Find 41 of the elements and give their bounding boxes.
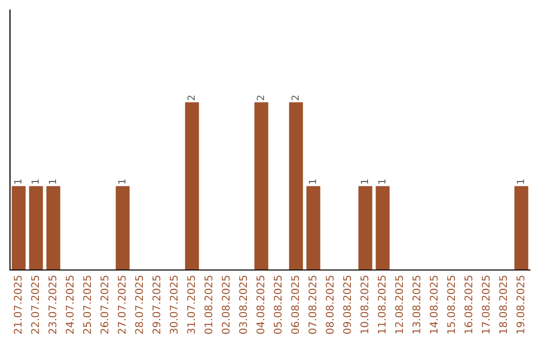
data-label: 2 xyxy=(256,96,264,100)
data-label: 2 xyxy=(187,96,195,100)
x-tick-label: 13.08.2025 xyxy=(412,276,420,334)
data-label: 1 xyxy=(32,179,39,184)
x-tick-label: 27.07.2025 xyxy=(118,276,126,334)
data-label: 1 xyxy=(378,179,386,184)
x-tick-label: 09.08.2025 xyxy=(343,276,352,334)
x-tick-label: 18.08.2025 xyxy=(499,276,508,334)
x-tick-label: 02.08.2025 xyxy=(222,276,230,334)
x-tick-label: 25.07.2025 xyxy=(83,276,92,334)
x-tick-label: 17.08.2025 xyxy=(482,276,490,334)
x-tick-label: 26.07.2025 xyxy=(100,276,108,334)
x-tick-label: 03.08.2025 xyxy=(239,276,248,334)
data-label: 1 xyxy=(14,179,22,184)
data-label: 1 xyxy=(48,179,56,184)
data-label: 1 xyxy=(118,179,126,184)
x-tick-label: 04.08.2025 xyxy=(256,276,264,334)
x-tick-label: 21.07.2025 xyxy=(14,276,22,334)
x-tick-label: 07.08.2025 xyxy=(308,276,316,334)
x-tick-label: 10.08.2025 xyxy=(360,276,368,334)
x-tick-label: 16.08.2025 xyxy=(464,276,472,334)
x-tick-label: 30.07.2025 xyxy=(170,276,178,334)
x-tick-label: 12.08.2025 xyxy=(395,276,404,334)
data-label: 2 xyxy=(291,96,299,100)
x-tick-label: 31.07.2025 xyxy=(187,276,196,334)
x-tick-label: 22.07.2025 xyxy=(31,276,40,334)
x-tick-label: 19.08.2025 xyxy=(516,276,524,334)
data-label: 1 xyxy=(360,179,368,184)
x-tick-label: 06.08.2025 xyxy=(291,276,300,334)
x-tick-label: 05.08.2025 xyxy=(274,276,282,334)
x-tick-label: 08.08.2025 xyxy=(326,276,334,334)
x-tick-label: 11.08.2025 xyxy=(378,276,386,334)
x-tick-label: 15.08.2025 xyxy=(447,276,456,334)
data-label: 1 xyxy=(308,179,316,184)
x-tick-label: 29.07.2025 xyxy=(152,276,160,334)
data-label: 1 xyxy=(516,179,524,184)
x-tick-label: 14.08.2025 xyxy=(430,276,438,334)
x-tick-label: 28.07.2025 xyxy=(135,276,144,334)
x-tick-label: 01.08.2025 xyxy=(204,276,212,334)
x-tick-label: 23.07.2025 xyxy=(48,276,56,334)
x-tick-label: 24.07.2025 xyxy=(66,276,74,334)
